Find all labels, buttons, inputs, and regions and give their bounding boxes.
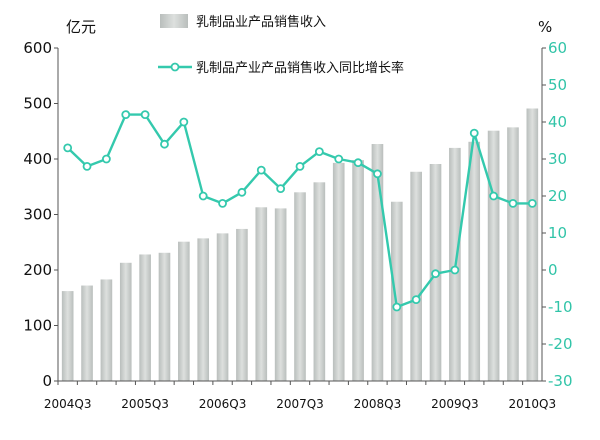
line-point <box>411 295 421 305</box>
right-tick-label: 50 <box>548 76 567 94</box>
line-point <box>353 158 363 168</box>
bar <box>274 208 287 381</box>
line-point <box>237 187 247 197</box>
left-tick-label: 0 <box>42 372 52 390</box>
right-tick-label: 40 <box>548 113 567 131</box>
bars-layer <box>61 108 539 381</box>
line-point <box>489 191 499 201</box>
line-point <box>179 117 189 127</box>
line-point <box>450 265 460 275</box>
bar <box>61 291 74 381</box>
x-tick-label: 2007Q3 <box>276 397 324 411</box>
x-tick-label: 2009Q3 <box>431 397 479 411</box>
line-point <box>160 139 169 149</box>
left-tick-label: 400 <box>23 150 52 168</box>
bar <box>371 144 384 381</box>
x-tick-label: 2008Q3 <box>354 397 402 411</box>
right-tick-label: -10 <box>548 298 573 316</box>
bar <box>236 228 248 381</box>
line-point <box>392 302 402 312</box>
bar <box>178 241 190 381</box>
legend-line-label: 乳制品产业产品销售收入同比增长率 <box>196 60 404 76</box>
bar <box>410 171 422 381</box>
bar <box>507 127 519 381</box>
line-point <box>256 165 266 175</box>
bar <box>139 254 151 381</box>
x-tick-label: 2010Q3 <box>509 397 557 411</box>
bar <box>468 141 481 381</box>
bar <box>119 262 132 381</box>
bar <box>100 279 113 381</box>
left-axis-ticks: 0 100 200 300 400 500 600 <box>23 39 58 390</box>
bar <box>255 207 268 381</box>
left-tick-label: 100 <box>23 317 52 335</box>
bar <box>158 252 171 381</box>
right-tick-label: -20 <box>548 335 573 353</box>
bar <box>294 192 306 381</box>
line-point <box>508 198 518 208</box>
right-axis-unit: % <box>538 18 552 36</box>
x-tick-label: 2004Q3 <box>44 397 92 411</box>
left-tick-label: 600 <box>23 39 52 57</box>
bar <box>332 162 345 381</box>
bar <box>352 160 364 381</box>
line-layer <box>63 110 537 312</box>
x-tick-label: 2005Q3 <box>121 397 169 411</box>
line-point <box>431 269 440 279</box>
line-point <box>140 110 150 119</box>
line-point <box>469 128 479 138</box>
line-point <box>295 161 305 171</box>
right-tick-label: -30 <box>548 372 573 390</box>
left-tick-label: 300 <box>23 206 52 224</box>
line-point <box>334 154 344 164</box>
line-point <box>218 198 227 208</box>
left-axis-unit: 亿元 <box>66 18 96 36</box>
x-tick-label: 2006Q3 <box>199 397 247 411</box>
line-point <box>373 169 382 179</box>
bar <box>390 201 403 381</box>
line-point <box>102 154 111 164</box>
bar <box>216 233 229 381</box>
legend-line-marker <box>170 62 180 72</box>
bar <box>197 238 210 381</box>
bar <box>526 108 539 381</box>
bar <box>81 285 93 381</box>
legend: 乳制品业产品销售收入 乳制品产业产品销售收入同比增长率 <box>158 14 404 76</box>
right-axis-ticks: -30 -20 -10 0 10 20 30 40 50 60 <box>542 39 573 390</box>
line-point <box>198 191 208 201</box>
left-tick-label: 200 <box>23 261 52 279</box>
line-point <box>276 184 286 194</box>
right-tick-label: 60 <box>548 39 567 57</box>
bar <box>487 130 500 381</box>
line-point <box>121 110 131 119</box>
right-tick-label: 30 <box>548 150 567 168</box>
right-tick-label: 20 <box>548 187 567 205</box>
right-tick-label: 10 <box>548 224 567 242</box>
left-tick-label: 500 <box>23 95 52 113</box>
line-point <box>314 147 324 157</box>
x-axis-ticks: 2004Q3 2005Q3 2006Q3 2007Q3 2008Q3 2009Q3 2010… <box>44 381 556 411</box>
line-point <box>527 198 537 208</box>
legend-bar-swatch <box>160 14 188 28</box>
right-tick-label: 0 <box>548 261 558 279</box>
line-point <box>82 161 92 171</box>
bar <box>313 182 326 381</box>
line-point <box>63 143 73 153</box>
legend-bar-label: 乳制品业产品销售收入 <box>196 14 326 30</box>
